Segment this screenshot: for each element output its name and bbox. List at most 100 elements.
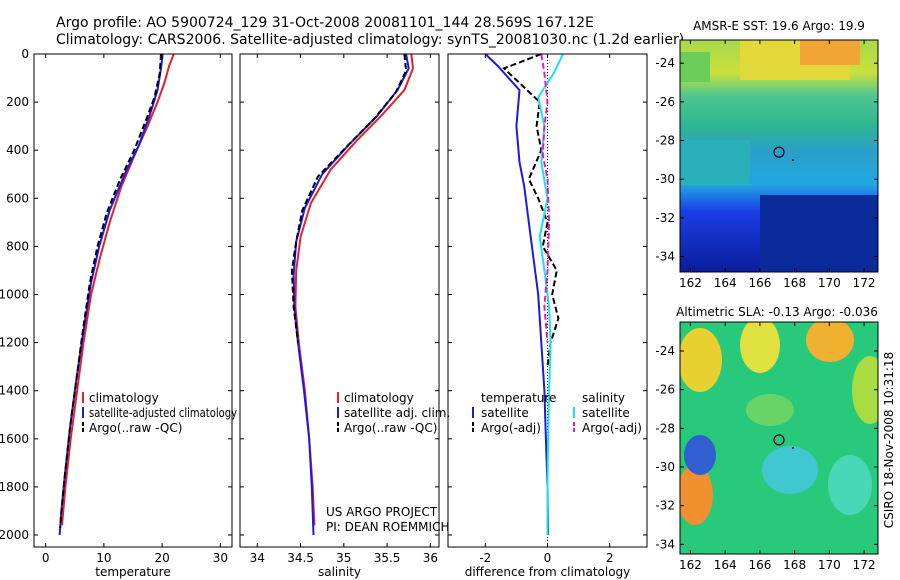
y-tick-label: 1600 [0, 432, 29, 446]
title-line-2: Climatology: CARS2006. Satellite-adjuste… [56, 32, 684, 48]
axes-frame [33, 53, 233, 548]
x-tick-label: 172 [853, 276, 876, 290]
y-tick-label: -28 [655, 421, 675, 435]
series-line-satellite-adj-clim [292, 53, 410, 536]
sst-warmest-patch [800, 40, 860, 65]
series-line-salinity-satellite [537, 53, 564, 535]
y-tick-label: 800 [6, 239, 29, 253]
x-tick-label: 166 [748, 558, 771, 572]
legend-difference: temperature salinity satellite Argo(-adj… [472, 391, 642, 435]
sla-map-title: Altimetric SLA: -0.13 Argo: -0.036 [676, 305, 878, 319]
y-tick-label: 1200 [0, 336, 29, 350]
y-tick-label: -24 [655, 344, 675, 358]
y-tick-label: 200 [6, 95, 29, 109]
x-axis-label: difference from climatology [465, 565, 631, 579]
x-tick-label: 162 [679, 558, 702, 572]
legend-title-salinity: salinity [582, 391, 625, 405]
legend-label-sal-argo: Argo(-adj) [582, 421, 642, 435]
x-tick-label: -2 [479, 551, 491, 565]
x-tick-label: 168 [783, 558, 806, 572]
series-line-temperature-argo-adj [502, 53, 560, 367]
x-axis-label: temperature [95, 565, 170, 579]
y-tick-label: 600 [6, 191, 29, 205]
x-tick-label: 168 [783, 276, 806, 290]
y-tick-label: -32 [655, 499, 675, 513]
y-tick-label: -32 [655, 211, 675, 225]
chart-panel-4: 162 164 166 168 170 172 -24 -26 -28 -30 -32 -34 [655, 39, 879, 290]
series-line-argo-raw-qc [59, 53, 162, 528]
y-tick-label: 400 [6, 143, 29, 157]
sst-green-patch [680, 52, 710, 82]
x-tick-label: 164 [714, 558, 737, 572]
project-name: US ARGO PROJECT [326, 505, 438, 519]
y-tick-label: 1400 [0, 384, 29, 398]
sst-map-title: AMSR-E SST: 19.6 Argo: 19.9 [693, 19, 865, 33]
chart-panel-1: 0 10 20 30 0 200 400 600 800 1000 1200 1400 1600 1800… [0, 47, 233, 579]
y-tick-label: -24 [655, 56, 675, 70]
y-tick-label: 1000 [0, 287, 29, 301]
argo-float-dot [792, 159, 794, 162]
y-tick-label: -30 [655, 172, 675, 186]
title-line-1: Argo profile: AO 5900724_129 31-Oct-2008… [56, 15, 594, 31]
x-tick-label: 172 [853, 558, 876, 572]
y-tick-label: 1800 [0, 480, 29, 494]
project-pi: PI: DEAN ROEMMICH [326, 520, 449, 534]
legend-label-argo: Argo(..raw -QC) [344, 421, 437, 435]
x-tick-label: 20 [154, 551, 169, 565]
legend-label-satellite-adj: satellite adj. clim. [344, 406, 450, 420]
sla-low-2 [762, 446, 818, 494]
legend-label-climatology: climatology [89, 391, 159, 405]
legend-label-temp-argo: Argo(-adj) [481, 421, 541, 435]
y-tick-label: -26 [655, 95, 675, 109]
x-tick-label: 2 [606, 551, 614, 565]
chart-panel-2: 34 34.5 35 35.5 36 salinity [239, 53, 440, 579]
x-axis-label: salinity [318, 565, 361, 579]
sla-high-1 [680, 328, 722, 392]
series-line-salinity-argo-adj [540, 53, 551, 343]
legend-temperature: climatology satellite-adjusted climatolo… [82, 391, 237, 435]
x-tick-label: 170 [818, 276, 841, 290]
axes-frame [679, 39, 879, 273]
y-tick-label: -28 [655, 134, 675, 148]
x-tick-label: 34.5 [287, 551, 314, 565]
sla-high-5 [680, 465, 713, 525]
legend-title-temperature: temperature [481, 391, 556, 405]
legend-label-temp-satellite: satellite [481, 406, 529, 420]
sst-teal-patch [680, 140, 750, 185]
x-tick-label: 35.5 [374, 551, 401, 565]
sst-map [680, 40, 878, 272]
sla-map [680, 322, 878, 554]
x-tick-label: 0 [42, 551, 50, 565]
sla-high-2 [740, 322, 780, 373]
legend-label-argo: Argo(..raw -QC) [89, 421, 182, 435]
y-tick-label: -34 [655, 250, 675, 264]
axes-frame [239, 53, 440, 548]
y-tick-label: 2000 [0, 528, 29, 542]
series-line-climatology [294, 53, 415, 526]
series-line-temperature-satellite [484, 53, 550, 536]
sla-low-3 [828, 455, 872, 515]
argo-float-marker [773, 434, 785, 446]
x-tick-label: 30 [213, 551, 228, 565]
series-line-argo-raw-qc [290, 53, 408, 343]
y-tick-label: 0 [21, 47, 29, 61]
x-tick-label: 34 [250, 551, 265, 565]
sla-mid-1 [746, 394, 794, 426]
plots-layer: 0 10 20 30020040060080010001200140016001800… [0, 39, 879, 579]
legend-label-satellite-adjusted: satellite-adjusted climatology [89, 406, 237, 420]
legend-label-sal-satellite: satellite [582, 406, 630, 420]
sla-high-4 [852, 356, 878, 424]
argo-float-dot [792, 446, 794, 449]
credit-timestamp: CSIRO 18-Nov-2008 10:31:18 [882, 352, 896, 528]
x-tick-label: 164 [714, 276, 737, 290]
x-tick-label: 162 [679, 276, 702, 290]
series-line-climatology [61, 53, 175, 526]
x-tick-label: 36 [423, 551, 438, 565]
y-tick-label: -34 [655, 537, 675, 551]
sst-cold-patch [760, 195, 878, 272]
legend-label-climatology: climatology [344, 391, 414, 405]
y-tick-label: -26 [655, 383, 675, 397]
x-tick-label: 0 [544, 551, 552, 565]
